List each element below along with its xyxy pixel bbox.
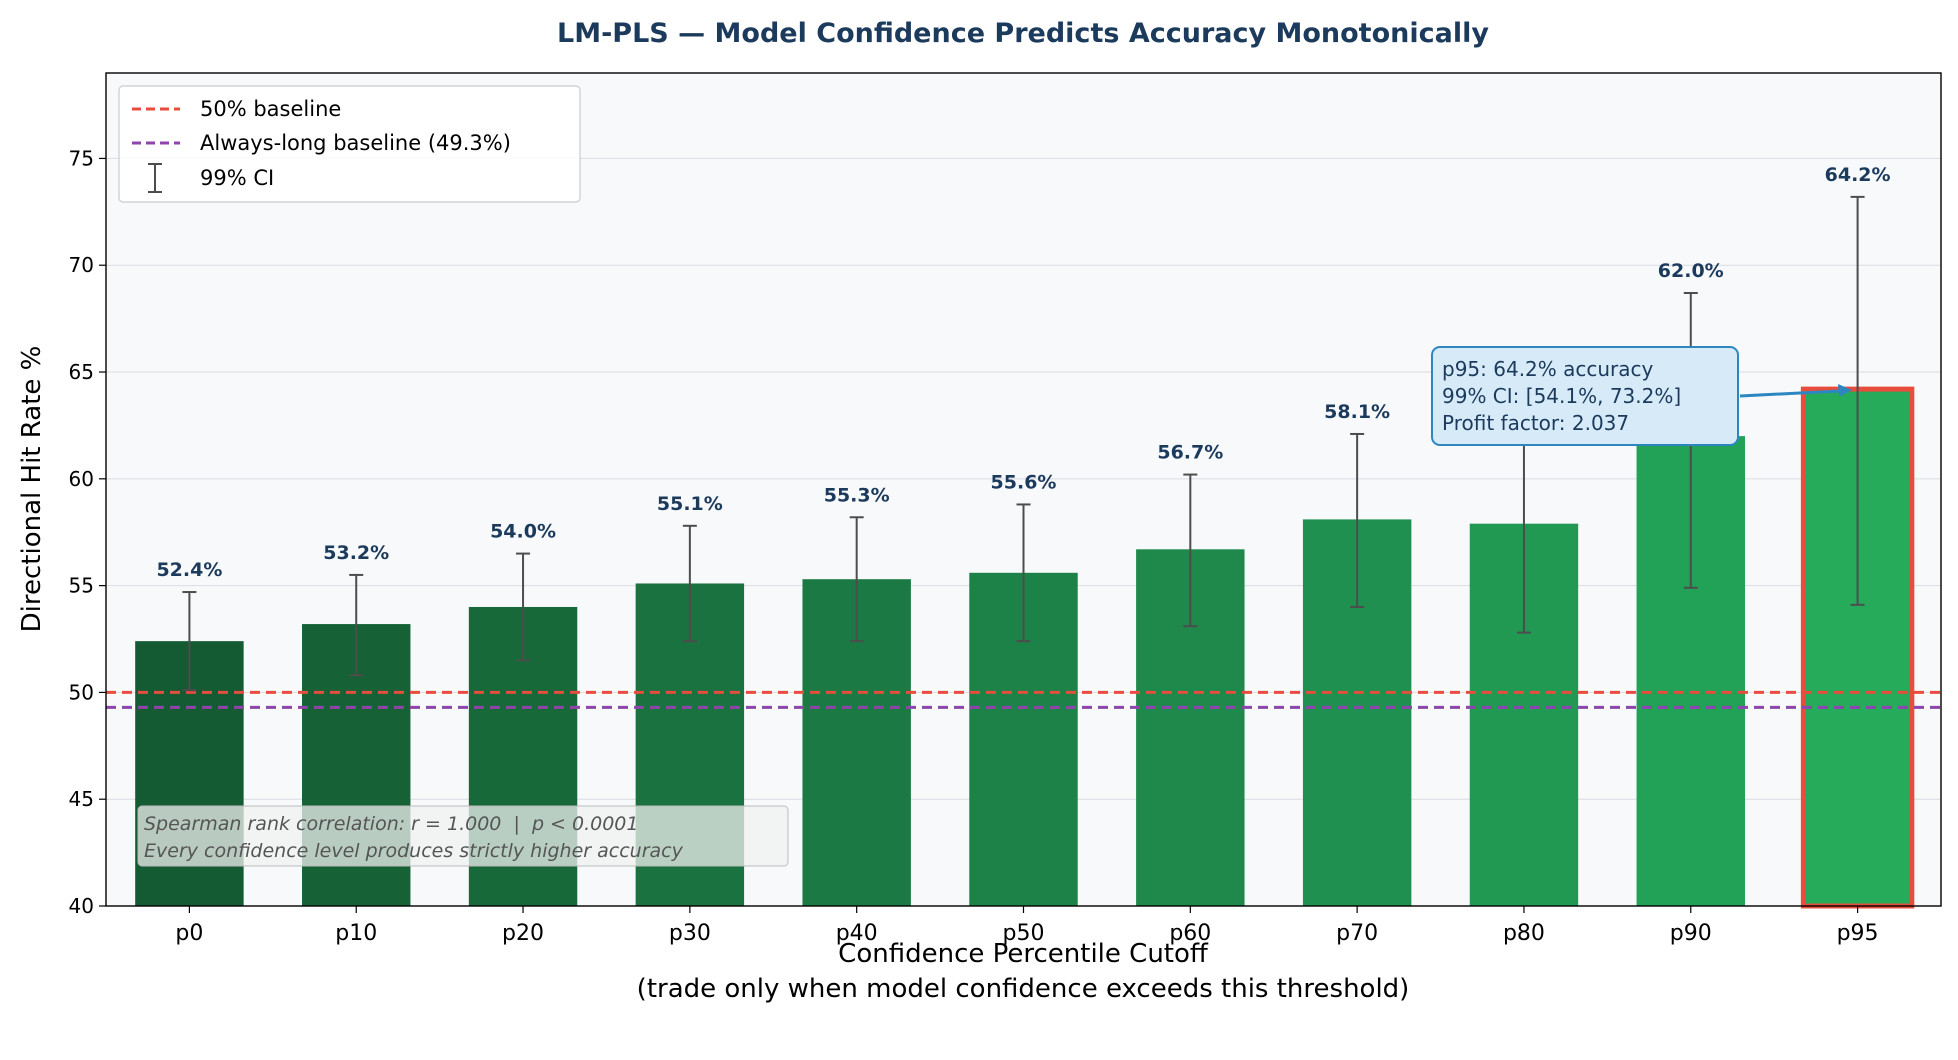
legend-label-always-long: Always-long baseline (49.3%) (200, 131, 511, 155)
x-tick-label-p95: p95 (1837, 921, 1879, 946)
y-tick-label: 45 (69, 787, 94, 811)
error-bar-p30 (682, 524, 697, 643)
legend-label-baseline-50: 50% baseline (200, 97, 341, 121)
annotation-arrow-head (1838, 384, 1852, 397)
stats-note-box (137, 805, 789, 867)
value-label-p20: 54.0% (490, 521, 556, 543)
y-tick-label: 40 (69, 894, 94, 918)
x-tick-label-p70: p70 (1336, 921, 1378, 946)
x-axis-sublabel: (trade only when model confidence exceed… (637, 974, 1410, 1004)
error-bar-p50 (1016, 503, 1031, 643)
x-tick-label-p80: p80 (1503, 921, 1545, 946)
annotation-line-1: p95: 64.2% accuracy (1442, 357, 1654, 381)
value-label-p50: 55.6% (991, 471, 1057, 493)
error-bar-p10 (349, 573, 364, 677)
error-bar-p0 (182, 591, 197, 692)
value-label-p0: 52.4% (156, 559, 222, 581)
x-axis-label: Confidence Percentile Cutoff (838, 939, 1209, 969)
stats-note: Spearman rank correlation: r = 1.000 | p… (137, 805, 789, 867)
legend-label-ci: 99% CI (200, 166, 274, 190)
reference-lines (106, 690, 1941, 709)
annotation-line-3: Profit factor: 2.037 (1442, 411, 1629, 435)
y-tick-label: 55 (69, 574, 94, 598)
value-label-p95: 64.2% (1825, 164, 1891, 186)
x-tick-label-p0: p0 (175, 921, 203, 946)
error-bar-p60 (1183, 473, 1198, 628)
error-bar-p95 (1850, 195, 1865, 606)
error-bars (182, 195, 1865, 692)
legend-swatch-ci-icon (148, 163, 162, 193)
y-tick-label: 75 (69, 146, 94, 170)
x-tick-label-p50: p50 (1003, 921, 1045, 946)
y-axis-label: Directional Hit Rate % (17, 346, 47, 633)
legend: 50% baseline Always-long baseline (49.3%… (118, 85, 581, 203)
error-bar-p40 (849, 516, 864, 643)
y-tick-label: 60 (69, 467, 94, 491)
annotation-arrow-shaft (1739, 389, 1841, 398)
value-label-p70: 58.1% (1324, 401, 1390, 423)
y-tick-label: 65 (69, 360, 94, 384)
value-label-p30: 55.1% (657, 493, 723, 515)
value-label-p10: 53.2% (323, 542, 389, 564)
x-axis: p0 p10 p20 p30 p40 p50 p60 p70 p80 p90 p95 (175, 906, 1879, 946)
x-tick-label-p30: p30 (669, 921, 711, 946)
legend-box (118, 85, 581, 203)
x-tick-label-p60: p60 (1169, 921, 1211, 946)
stats-note-line-2: Every confidence level produces strictly… (144, 840, 684, 862)
y-tick-label: 50 (69, 680, 94, 704)
chart-title: LM-PLS — Model Confidence Predicts Accur… (557, 18, 1489, 49)
error-bar-p70 (1350, 432, 1365, 608)
value-label-p60: 56.7% (1157, 442, 1223, 464)
x-tick-label-p90: p90 (1670, 921, 1712, 946)
annotation: p95: 64.2% accuracy 99% CI: [54.1%, 73.2… (1431, 346, 1852, 446)
y-tick-label: 70 (69, 253, 94, 277)
value-label-p90: 62.0% (1658, 260, 1724, 282)
x-tick-label-p10: p10 (335, 921, 377, 946)
value-labels: 52.4% 53.2% 54.0% 55.1% 55.3% 55.6% 56.7% 58.1%… (156, 164, 1890, 581)
stats-note-line-1: Spearman rank correlation: r = 1.000 | p… (144, 813, 638, 835)
annotation-line-2: 99% CI: [54.1%, 73.2%] (1442, 384, 1681, 408)
x-tick-label-p40: p40 (836, 921, 878, 946)
annotation-box (1431, 346, 1739, 446)
value-label-p40: 55.3% (824, 484, 890, 506)
error-bar-p20 (516, 552, 531, 662)
y-axis: 40 45 50 55 60 65 70 75 (69, 146, 106, 918)
x-tick-label-p20: p20 (502, 921, 544, 946)
